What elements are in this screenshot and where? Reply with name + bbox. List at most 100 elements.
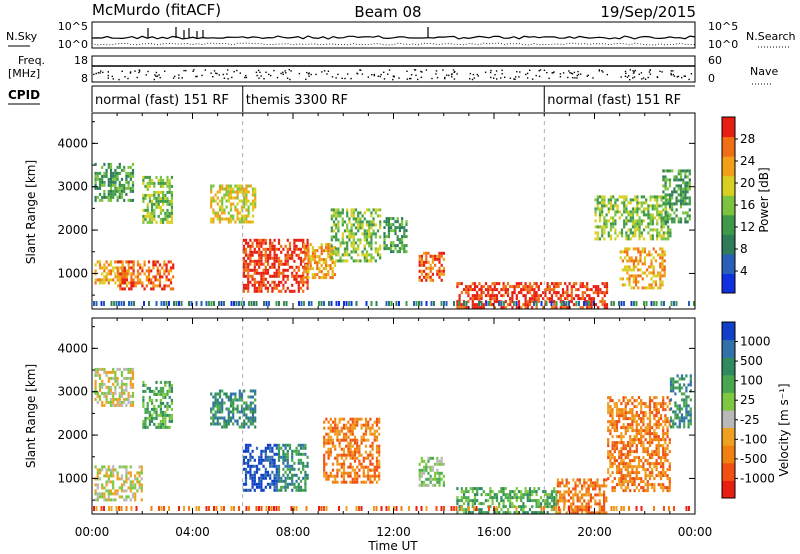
- echo-cell: [631, 438, 634, 442]
- echo-cell: [247, 244, 250, 248]
- echo-cell: [136, 275, 140, 279]
- echo-cell: [644, 447, 647, 451]
- echo-cell: [577, 297, 580, 301]
- echo-cell: [361, 214, 364, 218]
- echo-cell: [623, 207, 626, 211]
- echo-cell: [555, 511, 558, 515]
- echo-cell: [660, 225, 663, 229]
- echo-cell: [650, 253, 653, 257]
- echo-cell: [311, 249, 314, 253]
- echo-cell: [656, 210, 659, 214]
- colorbar-swatch: [722, 214, 735, 235]
- echo-cell: [338, 301, 340, 306]
- echo-cell: [251, 190, 255, 194]
- echo-cell: [103, 382, 106, 386]
- echo-cell: [107, 489, 110, 493]
- echo-cell: [130, 281, 133, 285]
- echo-cell: [227, 395, 230, 399]
- echo-cell: [205, 301, 208, 306]
- echo-cell: [531, 288, 534, 292]
- echo-cell: [363, 253, 366, 257]
- echo-cell: [374, 259, 377, 263]
- echo-cell: [166, 392, 169, 396]
- echo-cell: [236, 410, 239, 414]
- echo-cell: [229, 217, 233, 221]
- echo-cell: [550, 490, 554, 494]
- echo-cell: [240, 184, 244, 188]
- echo-cell: [109, 397, 113, 401]
- echo-cell: [131, 373, 135, 377]
- echo-cell: [524, 493, 527, 497]
- echo-cell: [611, 414, 614, 418]
- echo-cell: [686, 220, 689, 224]
- echo-cell: [293, 449, 296, 453]
- echo-cell: [618, 399, 621, 403]
- echo-cell: [159, 208, 162, 212]
- echo-cell: [103, 171, 106, 175]
- echo-cell: [629, 480, 632, 484]
- nave-dot: [644, 78, 647, 80]
- echo-cell: [478, 288, 481, 292]
- echo-cell: [482, 306, 485, 310]
- echo-cell: [262, 476, 265, 480]
- echo-cell: [112, 177, 115, 181]
- echo-cell: [166, 175, 169, 179]
- echo-cell: [460, 490, 463, 494]
- echo-cell: [349, 438, 352, 442]
- echo-cell: [537, 487, 540, 491]
- echo-cell: [625, 219, 628, 223]
- echo-cell: [368, 223, 371, 227]
- echo-cell: [592, 487, 595, 491]
- echo-cell: [623, 210, 626, 214]
- echo-cell: [624, 256, 627, 260]
- echo-cell: [367, 438, 370, 442]
- echo-cell: [581, 297, 584, 301]
- nave-dot: [387, 73, 389, 75]
- echo-cell: [666, 211, 669, 215]
- echo-cell: [165, 263, 168, 267]
- echo-cell: [598, 493, 601, 497]
- echo-cell: [631, 423, 634, 427]
- echo-cell: [613, 402, 616, 406]
- echo-cell: [511, 306, 514, 310]
- echo-cell: [583, 484, 586, 488]
- echo-cell: [524, 297, 527, 301]
- nave-dot: [276, 76, 279, 79]
- echo-cell: [660, 195, 663, 199]
- echo-cell: [611, 411, 614, 415]
- echo-cell: [275, 271, 278, 275]
- echo-cell: [117, 260, 120, 264]
- echo-cell: [96, 370, 99, 374]
- echo-cell: [679, 199, 683, 203]
- echo-cell: [240, 220, 244, 224]
- echo-cell: [118, 495, 121, 499]
- echo-cell: [360, 435, 363, 439]
- echo-cell: [269, 446, 272, 450]
- echo-cell: [280, 262, 283, 266]
- echo-cell: [295, 446, 298, 450]
- echo-cell: [392, 223, 395, 227]
- echo-cell: [651, 219, 654, 223]
- echo-cell: [146, 193, 149, 197]
- echo-cell: [225, 217, 228, 221]
- echo-cell: [325, 432, 328, 436]
- echo-cell: [339, 214, 342, 218]
- echo-cell: [647, 213, 650, 217]
- nave-dot: [373, 73, 375, 76]
- echo-cell: [648, 414, 652, 418]
- echo-cell: [662, 196, 665, 200]
- echo-cell: [684, 184, 687, 188]
- echo-cell: [458, 306, 461, 310]
- echo-cell: [244, 250, 248, 254]
- echo-cell: [631, 477, 634, 481]
- echo-cell: [245, 401, 248, 405]
- echo-cell: [603, 508, 606, 512]
- echo-cell: [236, 211, 239, 215]
- echo-cell: [624, 489, 627, 493]
- echo-cell: [141, 266, 144, 270]
- echo-cell: [331, 273, 334, 277]
- echo-cell: [640, 480, 643, 484]
- echo-cell: [603, 285, 606, 289]
- echo-cell: [247, 262, 250, 266]
- echo-cell: [327, 273, 330, 277]
